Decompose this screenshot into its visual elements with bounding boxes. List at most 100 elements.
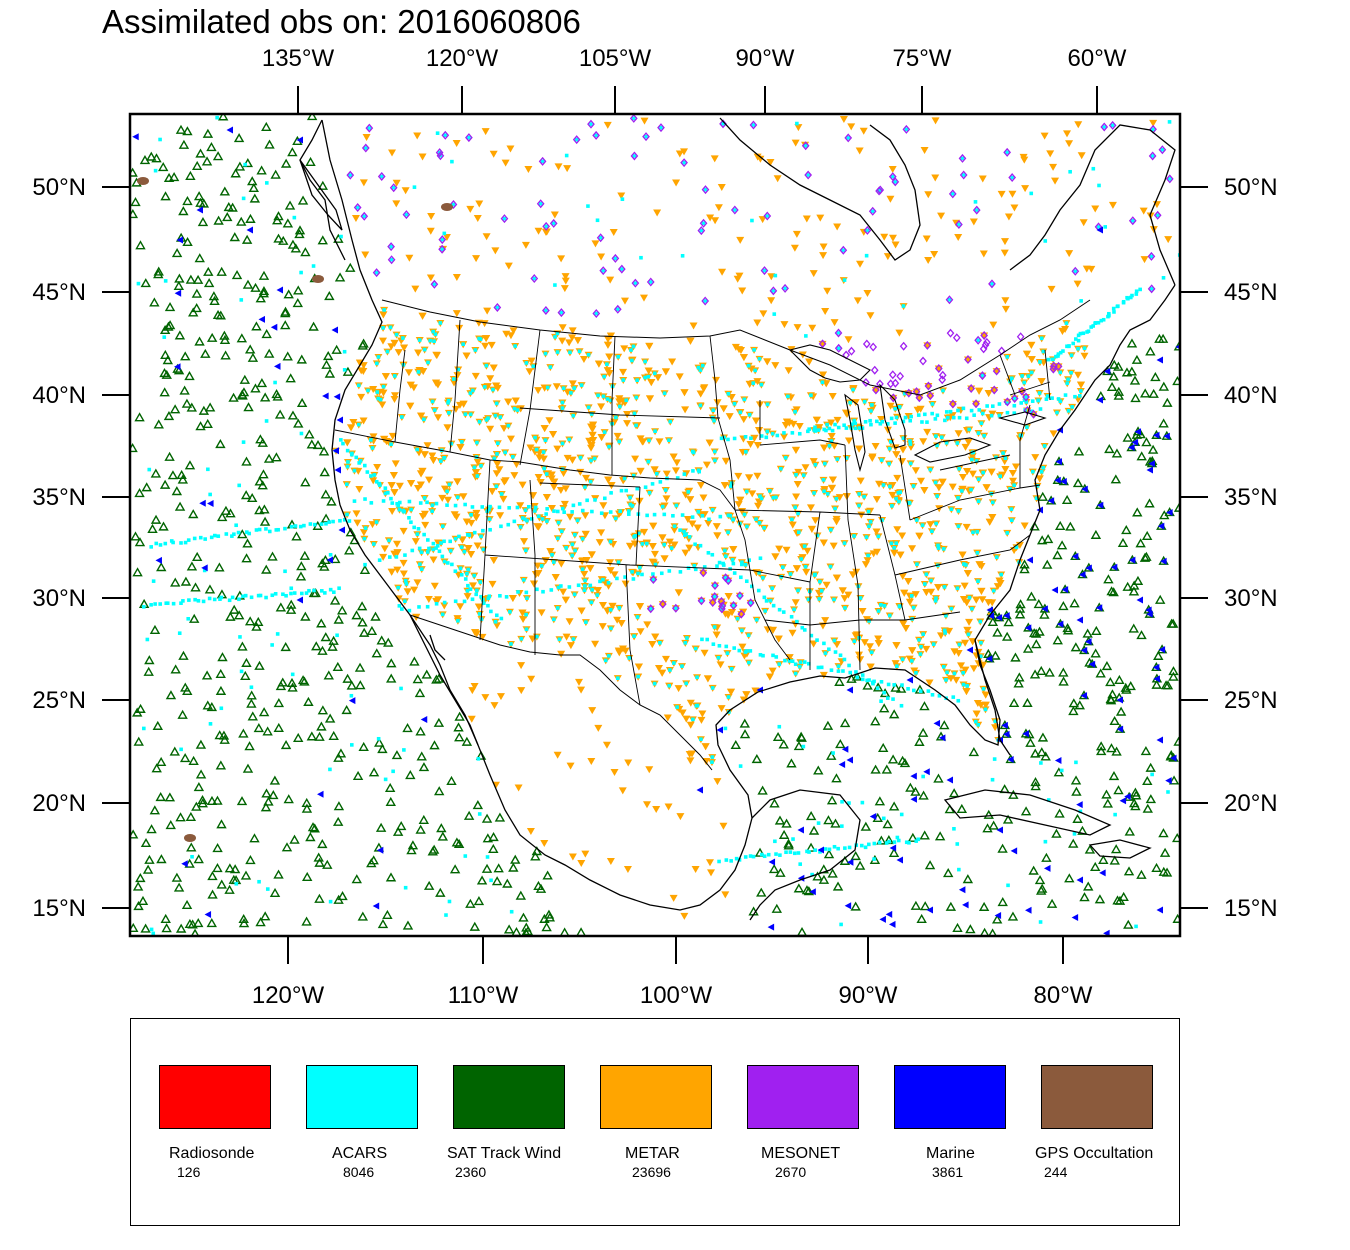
obs-marker-metar [1049,163,1058,171]
obs-marker-sat-track-wind [294,229,305,239]
obs-marker-acars [375,390,380,394]
obs-marker-marine [1156,906,1163,914]
obs-marker-acars [389,496,393,501]
obs-marker-metar [988,599,997,607]
obs-marker-metar [791,139,800,147]
obs-marker-acars [430,509,434,513]
obs-marker-metar [869,550,878,558]
obs-marker-mesonet [952,333,961,343]
obs-marker-acars [818,850,822,854]
obs-marker-metar [500,425,509,433]
obs-marker-acars [216,534,221,538]
obs-marker-acars [447,482,452,487]
obs-marker-acars [881,483,886,487]
obs-marker-sat-track-wind [163,321,174,331]
obs-marker-acars [738,593,742,598]
obs-marker-mesonet [729,601,738,611]
obs-marker-metar [597,253,606,261]
obs-marker-acars [562,510,566,515]
obs-marker-acars [613,516,618,521]
obs-marker-acars [580,536,585,541]
obs-marker-acars [908,461,913,466]
obs-marker-acars [356,422,361,427]
obs-marker-metar [588,707,597,715]
obs-marker-acars [536,514,541,519]
obs-marker-acars [760,852,764,857]
obs-marker-metar [714,204,723,212]
obs-marker-metar [362,134,371,142]
obs-marker-mesonet [699,218,708,228]
obs-marker-metar [395,482,404,490]
obs-marker-sat-track-wind [1068,698,1080,708]
obs-marker-acars [648,606,653,611]
obs-marker-acars [446,398,451,403]
obs-marker-metar [463,593,472,601]
obs-marker-acars [1045,394,1050,398]
obs-marker-acars [1130,293,1134,298]
obs-marker-acars [193,597,197,602]
obs-marker-sat-track-wind [406,845,417,855]
obs-marker-metar [660,555,669,563]
obs-marker-acars [699,598,704,603]
obs-marker-metar [868,453,877,461]
obs-marker-acars [974,719,978,724]
obs-marker-acars [735,616,740,621]
obs-marker-marine [1160,557,1167,565]
obs-marker-sat-track-wind [839,718,851,728]
obs-marker-acars [816,428,821,432]
obs-marker-sat-track-wind [177,474,189,484]
obs-marker-sat-track-wind [327,641,338,651]
obs-marker-acars [515,505,520,510]
obs-marker-metar [456,444,465,452]
obs-marker-acars [966,632,971,637]
obs-marker-metar [685,544,694,552]
obs-marker-mesonet [891,378,900,388]
obs-marker-metar [536,478,545,486]
obs-marker-sat-track-wind [289,834,300,844]
obs-marker-sat-track-wind [1131,354,1143,364]
obs-marker-acars [797,431,802,436]
obs-marker-acars [921,632,925,636]
obs-marker-sat-track-wind [1126,366,1138,376]
obs-marker-acars [637,531,641,536]
obs-marker-acars [453,569,458,574]
obs-marker-sat-track-wind [181,398,193,408]
obs-marker-sat-track-wind [1161,867,1173,877]
obs-marker-acars [781,610,786,614]
obs-marker-sat-track-wind [134,537,146,547]
obs-marker-acars [1001,451,1005,455]
obs-marker-acars [230,534,234,538]
obs-marker-sat-track-wind [508,862,519,872]
obs-marker-acars [363,562,367,567]
obs-marker-sat-track-wind [185,811,197,822]
obs-marker-acars [933,417,938,421]
obs-marker-sat-track-wind [212,795,223,805]
obs-marker-sat-track-wind [140,923,151,933]
obs-marker-metar [426,227,435,235]
obs-marker-marine [1080,692,1088,700]
obs-marker-metar [917,477,926,485]
obs-marker-sat-track-wind [493,863,504,873]
obs-marker-acars [407,499,412,504]
obs-marker-sat-track-wind [488,843,499,853]
obs-marker-metar [753,441,762,449]
obs-marker-sat-track-wind [326,496,337,506]
obs-marker-mesonet [697,596,706,606]
obs-marker-metar [432,351,441,359]
obs-marker-acars [1050,396,1054,400]
obs-marker-acars [961,670,965,675]
obs-marker-sat-track-wind [195,739,207,749]
obs-marker-sat-track-wind [1160,680,1172,690]
obs-marker-mesonet [872,385,880,395]
obs-marker-metar [456,603,465,611]
obs-marker-acars [354,455,359,460]
obs-marker-mesonet [818,339,827,349]
obs-marker-metar [501,159,510,167]
obs-marker-sat-track-wind [1036,747,1047,757]
obs-marker-acars [236,530,241,535]
obs-marker-sat-track-wind [317,180,329,190]
obs-marker-acars [877,840,882,845]
obs-marker-acars [418,562,422,567]
baja-california-coast [409,614,479,746]
obs-marker-mesonet [642,132,650,142]
